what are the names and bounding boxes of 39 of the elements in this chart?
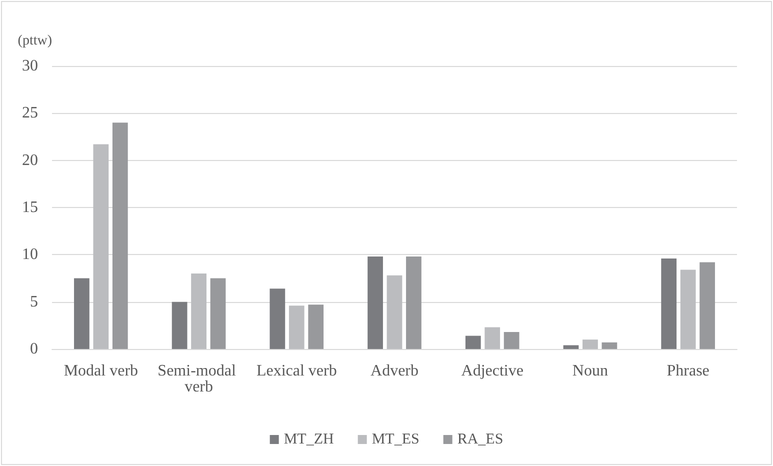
- y-tick-label: 5: [30, 293, 38, 310]
- y-tick-label: 20: [22, 152, 38, 169]
- bar: [112, 122, 128, 349]
- y-tick-label: 15: [22, 199, 38, 216]
- x-tick-label: Adverb: [370, 362, 418, 380]
- bar: [386, 275, 402, 349]
- legend-label: RA_ES: [457, 432, 504, 448]
- bar: [191, 274, 206, 349]
- bar: [210, 278, 226, 349]
- bar: [484, 327, 500, 349]
- bar: [582, 340, 598, 349]
- bar: [308, 304, 324, 349]
- bar: [93, 144, 109, 349]
- bar: [288, 306, 304, 349]
- legend-label: MT_ZH: [284, 432, 334, 448]
- y-axis-title: (pttw): [18, 34, 52, 48]
- y-tick-label: 25: [22, 104, 38, 122]
- x-tick-label: Lexical verb: [256, 362, 337, 380]
- y-tick-label: 30: [22, 58, 38, 74]
- bar: [406, 256, 422, 349]
- bar: [680, 270, 696, 349]
- bar: [700, 262, 715, 349]
- bar: [465, 336, 481, 349]
- x-tick-label: Adjective: [461, 362, 524, 380]
- bar: [270, 288, 286, 349]
- bar: [602, 342, 618, 349]
- x-tick-label: Phrase: [666, 362, 710, 380]
- bar: [661, 258, 677, 349]
- bar: [172, 302, 188, 349]
- bar: [368, 256, 383, 349]
- x-tick-label: Noun: [572, 362, 608, 380]
- x-tick-label: Modal verb: [64, 362, 138, 380]
- y-tick-label: 10: [22, 246, 38, 264]
- y-tick-label: 0: [30, 340, 38, 358]
- legend-label: MT_ES: [372, 432, 420, 448]
- bar: [74, 278, 90, 349]
- bar: [563, 345, 579, 349]
- x-tick-label: Semi-modal verb: [158, 362, 240, 396]
- bar: [504, 332, 520, 349]
